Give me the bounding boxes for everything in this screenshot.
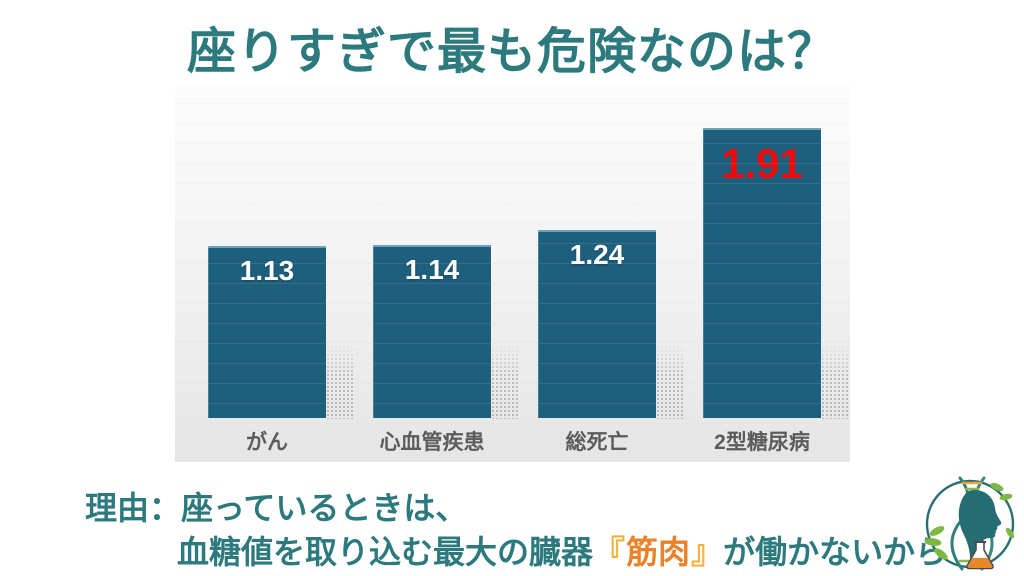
page-title: 座りすぎで最も危険なのは？ bbox=[186, 25, 837, 79]
reason-line-2: 血糖値を取り込む最大の臓器『筋肉』が働かないから bbox=[177, 527, 947, 573]
bar-1: 1.14 bbox=[373, 245, 518, 419]
bar-halftone-shadow-0 bbox=[326, 345, 353, 419]
category-label-1: 心血管疾患 bbox=[379, 431, 485, 454]
dna-head-science-logo bbox=[924, 476, 1015, 571]
bar-0: 1.13 bbox=[208, 246, 353, 419]
bar-halftone-shadow-1 bbox=[491, 345, 518, 419]
bar-value-3: 1.91 bbox=[721, 140, 803, 187]
bar-2: 1.24 bbox=[538, 230, 683, 419]
bar-value-0: 1.13 bbox=[239, 255, 295, 286]
bar-halftone-shadow-3 bbox=[821, 345, 848, 419]
reason-line2-suffix: が働かないから bbox=[723, 534, 948, 570]
muscle-highlight: 筋肉 bbox=[626, 534, 691, 570]
bracket-open: 『 bbox=[593, 534, 626, 570]
bracket-close: 』 bbox=[691, 534, 724, 570]
flask-icon bbox=[966, 541, 994, 570]
head-profile-icon bbox=[958, 490, 1002, 559]
bar-value-1: 1.14 bbox=[404, 254, 460, 285]
reason-line-1: 理由：座っているときは、 bbox=[85, 490, 468, 526]
category-label-0: がん bbox=[246, 431, 288, 454]
category-label-2: 総死亡 bbox=[565, 431, 629, 454]
bar-value-2: 1.24 bbox=[569, 239, 625, 270]
bar-3: 1.91 bbox=[703, 128, 848, 419]
chart-panel: 1.13 がん 1.14 心血管疾患 1.24 総死亡 1.91 2型糖尿病 bbox=[175, 84, 850, 462]
leaves-icon bbox=[924, 482, 1015, 560]
reason-line2-prefix: 血糖値を取り込む最大の臓器 bbox=[177, 534, 594, 570]
category-label-3: 2型糖尿病 bbox=[714, 431, 810, 454]
bar-halftone-shadow-2 bbox=[656, 345, 683, 419]
